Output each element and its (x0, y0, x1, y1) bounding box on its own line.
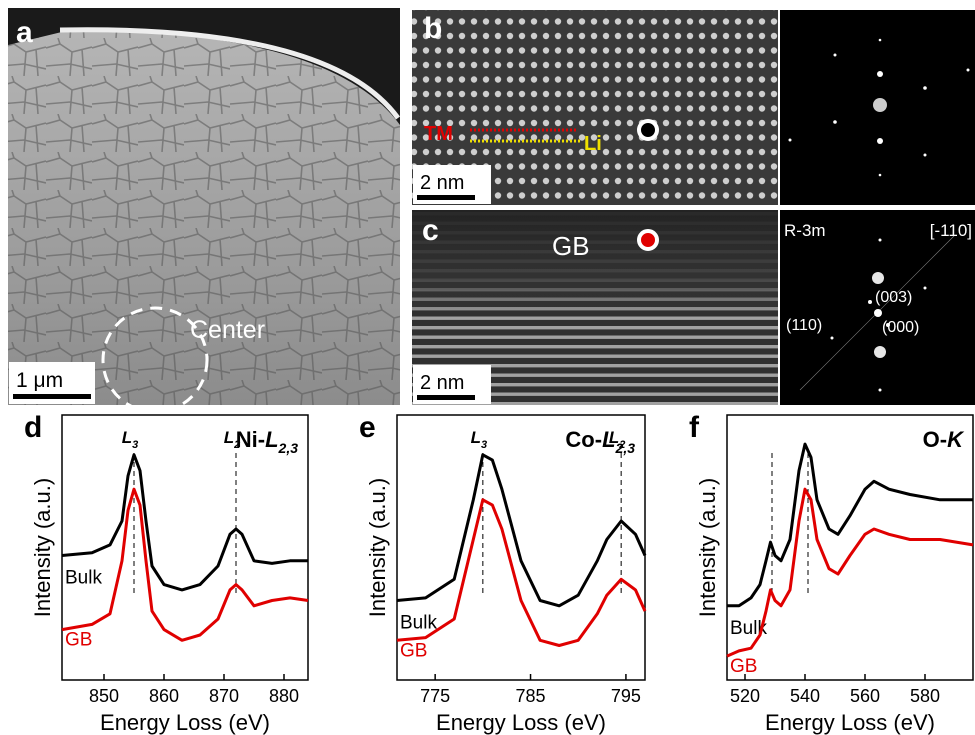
peak-label-sub: 2 (618, 439, 625, 451)
annotation: Center (190, 316, 265, 344)
x-tick-label: 860 (149, 686, 179, 706)
peak-label-main: L (471, 428, 481, 447)
spectrum-line (397, 455, 645, 606)
chart-title: O-K (923, 427, 965, 452)
title-main: O- (923, 427, 947, 452)
x-tick-label: 775 (420, 686, 450, 706)
spot-label: (000) (882, 319, 919, 336)
title-sub: 2,3 (278, 440, 299, 456)
tm-label: TM (424, 123, 453, 145)
spectrum-line (727, 444, 973, 606)
panel-a: Center a 1 μm (8, 8, 400, 412)
panel-label: d (24, 411, 42, 444)
title-main: Co- (565, 427, 602, 452)
peak-label-main: L (122, 428, 132, 447)
y-axis-label: Intensity (a.u.) (365, 478, 390, 617)
li-label: Li (584, 133, 602, 155)
x-tick-label: 540 (790, 686, 820, 706)
zone-axis: [-110] (930, 221, 972, 240)
x-tick-label: 580 (910, 686, 940, 706)
plot-frame (727, 415, 973, 680)
peak-label-sub: 2 (233, 439, 240, 451)
spot-label: (003) (875, 289, 912, 306)
series-label: Bulk (65, 567, 102, 588)
peak-label: L3 (122, 428, 139, 451)
panel-label: b (424, 12, 442, 45)
x-tick-label: 795 (611, 686, 641, 706)
annotation: GB (552, 231, 590, 261)
x-tick-label: 785 (516, 686, 546, 706)
peak-label-sub: 3 (481, 439, 487, 451)
series-label: GB (65, 630, 92, 651)
scale-label: 2 nm (420, 172, 464, 194)
probe-marker (639, 231, 657, 249)
scale-bar (13, 394, 91, 399)
plot-frame (397, 415, 645, 680)
scale-bar (417, 395, 475, 400)
title-italic: K (947, 427, 965, 452)
series-label: GB (730, 656, 757, 677)
series-label: GB (400, 640, 427, 661)
panel-c: c GB R-3m [-110] (003) (110) (000) 2 nm (412, 210, 975, 405)
panel-label: e (359, 411, 376, 444)
series-label: Bulk (400, 613, 437, 634)
spot-label: (110) (786, 317, 822, 334)
peak-label-sub: 3 (132, 439, 138, 451)
panel-label: c (422, 214, 439, 247)
panel-b: b TM Li 2 nm (412, 10, 975, 205)
x-tick-label: 520 (730, 686, 760, 706)
peak-label-main: L (609, 428, 619, 447)
figure: Center a 1 μm b TM Li 2 nm c GB R-3m [-1… (0, 0, 975, 735)
scale-label: 2 nm (420, 372, 464, 394)
y-axis-label: Intensity (a.u.) (695, 478, 720, 617)
peak-label-main: L (224, 428, 234, 447)
space-group: R-3m (784, 221, 826, 240)
x-axis-label: Energy Loss (eV) (100, 710, 270, 735)
x-tick-label: 850 (89, 686, 119, 706)
x-tick-label: 880 (269, 686, 299, 706)
chart: 520 540 560 580 Energy Loss (eV) Intensity (a… (689, 411, 973, 735)
chart: 850 860 870 880 Energy Loss (eV) Intensity (a… (24, 411, 308, 735)
panel-label: a (16, 16, 33, 49)
scale-label: 1 μm (16, 369, 63, 392)
y-axis-label: Intensity (a.u.) (30, 478, 55, 617)
peak-label: L3 (471, 428, 488, 451)
x-axis-label: Energy Loss (eV) (436, 710, 606, 735)
chart-title: Ni-L2,3 (236, 427, 298, 456)
x-axis-label: Energy Loss (eV) (765, 710, 935, 735)
x-tick-label: 870 (209, 686, 239, 706)
probe-marker (639, 121, 657, 139)
x-tick-label: 560 (850, 686, 880, 706)
title-italic: L (265, 427, 278, 452)
scale-bar (417, 195, 475, 200)
panel-label: f (689, 411, 700, 444)
